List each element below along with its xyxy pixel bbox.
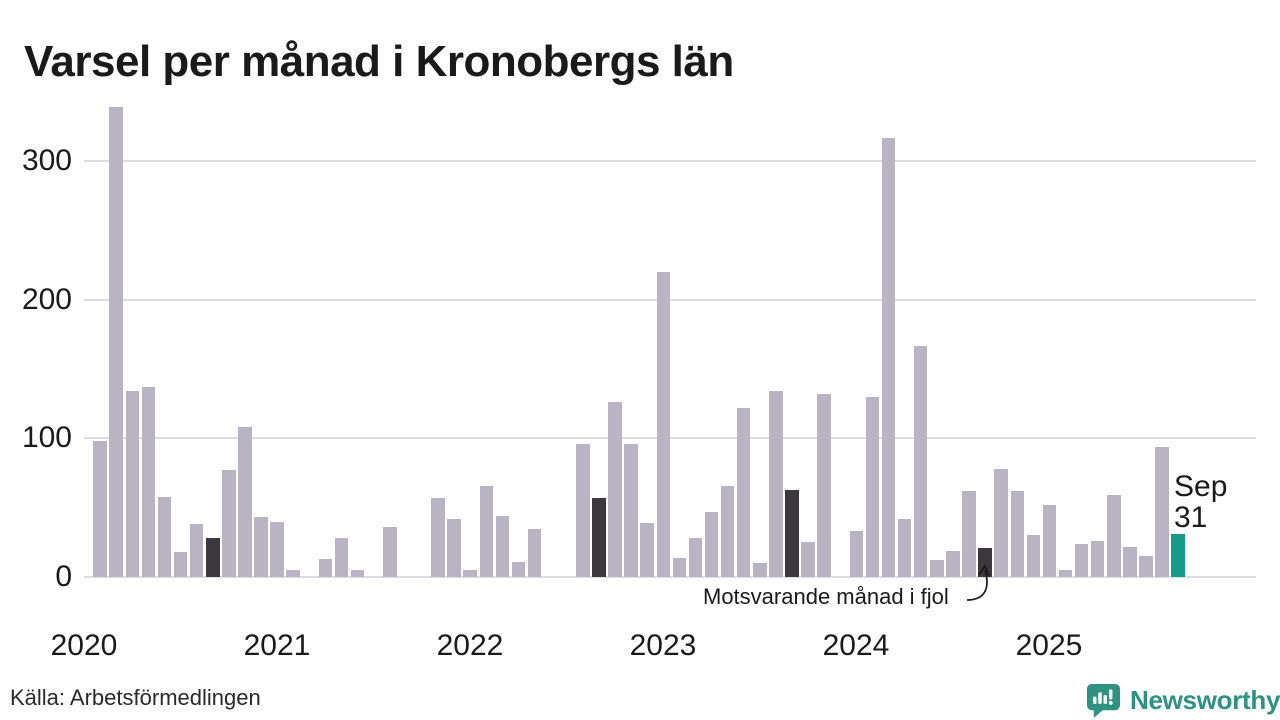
bar	[431, 498, 445, 577]
gridline	[84, 437, 1256, 440]
y-axis-tick-label: 200	[21, 282, 72, 316]
bar	[238, 427, 252, 577]
bar	[1171, 534, 1185, 577]
latest-month-text: Sep	[1174, 470, 1228, 503]
bar	[447, 518, 461, 577]
bar	[1123, 546, 1137, 577]
x-axis-tick-label: 2023	[629, 629, 697, 662]
bar	[222, 470, 236, 577]
bar	[785, 489, 799, 577]
bar	[109, 107, 123, 577]
bar	[1139, 556, 1153, 577]
bar	[946, 550, 960, 577]
bar	[656, 272, 670, 577]
bar	[286, 570, 300, 577]
annotation-previous-year-label: Motsvarande månad i fjol	[703, 584, 949, 609]
bar	[1107, 495, 1121, 577]
bar	[206, 538, 220, 577]
bar	[817, 394, 831, 577]
bar	[334, 538, 349, 577]
bar	[1090, 541, 1105, 577]
gridline	[84, 298, 1256, 301]
x-axis-tick-label: 2021	[243, 629, 311, 662]
bar	[672, 557, 687, 577]
bar	[1074, 543, 1089, 577]
bar	[640, 522, 654, 577]
bar	[930, 560, 944, 577]
bar	[897, 518, 912, 577]
bar	[350, 570, 365, 577]
bar	[383, 527, 397, 577]
bar	[173, 552, 188, 577]
bar	[511, 561, 526, 577]
bar	[624, 443, 638, 577]
bar	[913, 345, 928, 577]
newsworthy-logo: Newsworthy	[1086, 683, 1280, 718]
gridline	[84, 576, 1256, 578]
newsworthy-logo-text: Newsworthy	[1130, 685, 1280, 715]
bar	[849, 531, 864, 577]
bar	[881, 137, 896, 577]
bar	[254, 517, 268, 577]
bar	[1026, 535, 1041, 577]
bar	[801, 542, 815, 577]
y-axis-tick-label: 300	[21, 144, 72, 178]
bar	[189, 524, 204, 577]
bar	[592, 498, 606, 577]
bar	[608, 402, 622, 577]
y-axis-tick-label: 0	[55, 560, 72, 593]
bar	[769, 391, 783, 577]
x-axis-tick-label: 2025	[1015, 629, 1083, 662]
bar	[125, 391, 139, 577]
x-axis-tick-label: 2024	[822, 629, 890, 662]
bar	[270, 521, 284, 577]
bar	[463, 570, 477, 577]
bar	[753, 563, 767, 577]
bar	[157, 496, 172, 577]
bar	[1058, 570, 1073, 577]
bar	[141, 387, 156, 577]
chart-title: Varsel per månad i Kronobergs län	[24, 37, 734, 87]
source-credit: Källa: Arbetsförmedlingen	[10, 685, 261, 710]
x-axis-tick-label: 2022	[436, 629, 504, 662]
y-axis-tick-label: 100	[21, 421, 72, 455]
bar	[495, 516, 510, 577]
bar	[1010, 491, 1024, 577]
newsworthy-logo-icon	[1086, 683, 1121, 718]
bar	[576, 443, 590, 577]
bar	[1155, 446, 1169, 577]
bar	[318, 559, 333, 577]
annotation-arrow-icon	[966, 564, 990, 601]
bar	[527, 528, 542, 577]
bar	[479, 485, 493, 577]
bar	[865, 396, 880, 577]
bar	[994, 468, 1008, 577]
bar	[1042, 504, 1057, 577]
bar	[736, 407, 751, 577]
latest-value-text: 31	[1174, 501, 1208, 534]
bar	[720, 485, 735, 577]
bar	[704, 511, 719, 577]
latest-value-label: Sep 31	[1174, 471, 1227, 533]
bar	[93, 441, 107, 577]
bar	[962, 491, 976, 577]
x-axis-tick-label: 2020	[50, 629, 118, 662]
bar	[688, 538, 703, 577]
gridline	[84, 160, 1256, 163]
